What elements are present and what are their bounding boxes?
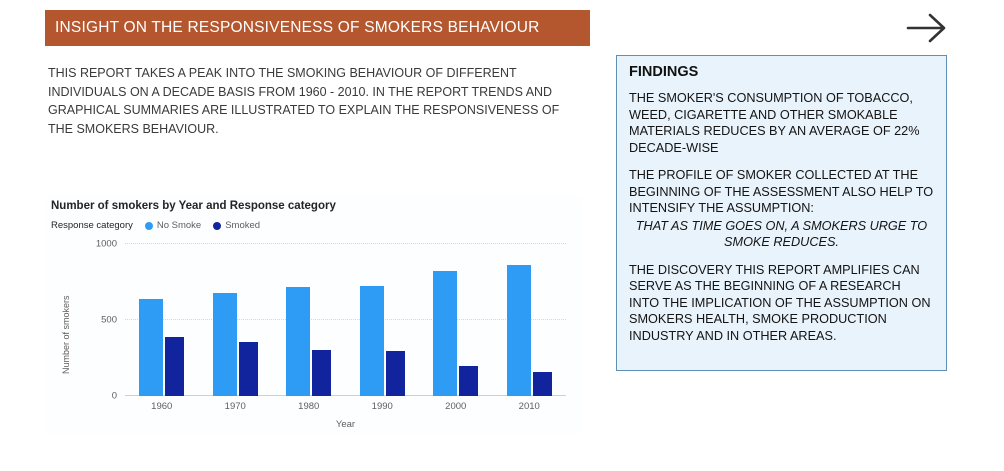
bar-smoked-2010[interactable] xyxy=(532,372,552,396)
bar-no-smoke-1990[interactable] xyxy=(359,286,384,396)
x-tick-label: 1980 xyxy=(298,401,320,412)
y-tick-label: 500 xyxy=(101,314,117,326)
x-axis-label: Year xyxy=(335,419,356,430)
x-tick-label: 2010 xyxy=(518,401,540,412)
arrow-right-icon xyxy=(906,13,946,43)
bar-smoked-1980[interactable] xyxy=(312,350,332,396)
intro-text: THIS REPORT TAKES A PEAK INTO THE SMOKIN… xyxy=(48,66,560,136)
bar-smoked-1970[interactable] xyxy=(238,342,258,396)
chart-title: Number of smokers by Year and Response c… xyxy=(51,200,336,212)
legend-label: Smoked xyxy=(225,220,261,231)
y-axis-label: Number of smokers xyxy=(61,295,71,374)
y-tick-label: 0 xyxy=(111,390,117,402)
report-title: INSIGHT ON THE RESPONSIVENESS OF SMOKERS… xyxy=(55,19,540,36)
plot-area: 0 500 1000 1960 1970 1980 1990 2000 2010 xyxy=(96,239,566,412)
findings-italic-note: THAT AS TIME GOES ON, A SMOKERS URGE TO … xyxy=(635,218,928,250)
x-tick-label: 1990 xyxy=(371,401,393,412)
x-tick-label: 1970 xyxy=(224,401,246,412)
chart-legend: Response category No Smoke Smoked xyxy=(51,220,260,231)
legend-title: Response category xyxy=(51,220,133,231)
smokers-bar-chart: Number of smokers by Year and Response c… xyxy=(45,196,582,434)
y-tick-label: 1000 xyxy=(95,238,117,250)
findings-panel: FINDINGS THE SMOKER'S CONSUMPTION OF TOB… xyxy=(616,55,947,371)
smoked-color-dot xyxy=(213,221,222,230)
bar-smoked-2000[interactable] xyxy=(459,366,479,396)
bar-no-smoke-2010[interactable] xyxy=(506,265,531,396)
findings-paragraph: THE DISCOVERY THIS REPORT AMPLIFIES CAN … xyxy=(629,262,931,343)
legend-item-smoked[interactable]: Smoked xyxy=(213,220,260,231)
x-tick-label: 2000 xyxy=(445,401,467,412)
x-tick-label: 1960 xyxy=(151,401,173,412)
bar-no-smoke-1980[interactable] xyxy=(286,287,311,396)
bar-smoked-1990[interactable] xyxy=(385,351,405,396)
bar-group-1980: 1980 xyxy=(286,244,332,412)
legend-item-no-smoke[interactable]: No Smoke xyxy=(144,220,202,231)
legend-label: No Smoke xyxy=(156,220,202,231)
bar-group-1970: 1970 xyxy=(212,244,258,412)
next-page-arrow-button[interactable] xyxy=(905,8,949,48)
bar-no-smoke-1960[interactable] xyxy=(139,299,164,396)
findings-paragraph: THE PROFILE OF SMOKER COLLECTED AT THE B… xyxy=(629,167,934,251)
findings-text: THE PROFILE OF SMOKER COLLECTED AT THE B… xyxy=(629,168,934,215)
report-title-banner: INSIGHT ON THE RESPONSIVENESS OF SMOKERS… xyxy=(45,10,590,46)
bar-no-smoke-1970[interactable] xyxy=(212,293,237,396)
findings-title: FINDINGS xyxy=(629,64,699,80)
bar-smoked-1960[interactable] xyxy=(165,337,185,396)
no-smoke-color-dot xyxy=(144,221,153,230)
bar-group-1990: 1990 xyxy=(359,244,405,412)
bar-no-smoke-2000[interactable] xyxy=(433,271,458,396)
bar-group-1960: 1960 xyxy=(139,244,185,412)
bar-group-2010: 2010 xyxy=(506,244,552,412)
findings-paragraph: THE SMOKER'S CONSUMPTION OF TOBACCO, WEE… xyxy=(629,91,920,155)
bar-group-2000: 2000 xyxy=(433,244,479,412)
